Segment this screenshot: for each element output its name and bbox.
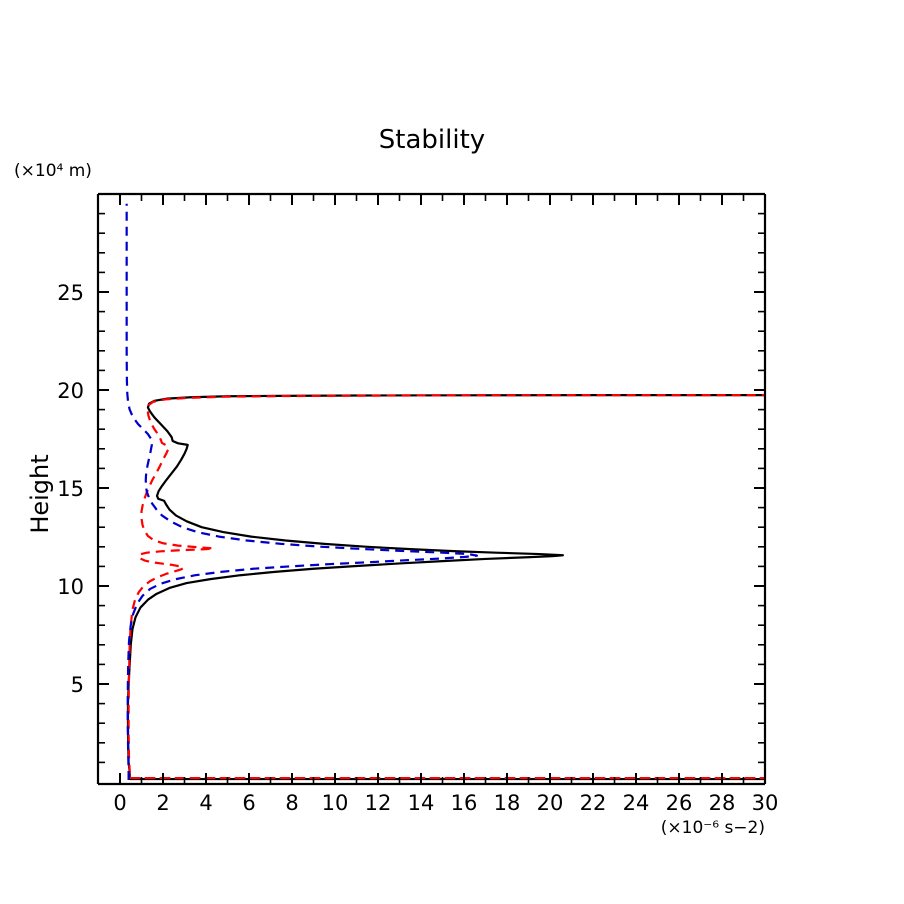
x-tick-label: 4 — [199, 791, 212, 815]
y-axis-unit-label: (×10⁴ m) — [14, 161, 92, 181]
y-tick-label: 20 — [57, 379, 84, 403]
y-tick-label: 25 — [57, 281, 84, 305]
x-tick-label: 12 — [365, 791, 392, 815]
x-tick-label: 2 — [156, 791, 169, 815]
x-tick-label: 0 — [113, 791, 126, 815]
x-tick-label: 22 — [580, 791, 607, 815]
y-axis-ticks — [98, 212, 765, 764]
x-tick-label: 8 — [285, 791, 298, 815]
series-red-dashed — [127, 394, 765, 780]
x-axis-unit-label: (×10⁻⁶ s−2) — [661, 818, 765, 838]
x-axis-ticks — [119, 194, 766, 784]
series-black-solid — [126, 394, 765, 781]
axis-frame-layer — [96, 192, 767, 786]
y-axis-title: Height — [26, 454, 54, 533]
data-series-layer — [125, 203, 765, 781]
x-tick-label: 14 — [408, 791, 435, 815]
x-tick-label: 6 — [242, 791, 255, 815]
x-tick-label: 16 — [451, 791, 478, 815]
y-tick-label: 5 — [71, 673, 84, 697]
y-tick-label: 10 — [57, 575, 84, 599]
x-tick-label: 10 — [322, 791, 349, 815]
x-tick-label: 24 — [623, 791, 650, 815]
plot-frame — [96, 192, 767, 786]
y-tick-label: 15 — [57, 477, 84, 501]
x-tick-label: 26 — [666, 791, 693, 815]
y-axis-tick-labels: 5 10 15 20 25 — [57, 281, 84, 697]
x-tick-label: 18 — [494, 791, 521, 815]
x-tick-label: 28 — [709, 791, 736, 815]
x-tick-label: 20 — [537, 791, 564, 815]
x-axis-tick-labels: 0 2 4 6 8 10 12 14 16 18 20 22 24 26 28 30 — [113, 791, 778, 815]
series-blue-dashed — [125, 203, 478, 781]
x-tick-label: 30 — [752, 791, 779, 815]
chart-title: Stability — [379, 125, 485, 155]
